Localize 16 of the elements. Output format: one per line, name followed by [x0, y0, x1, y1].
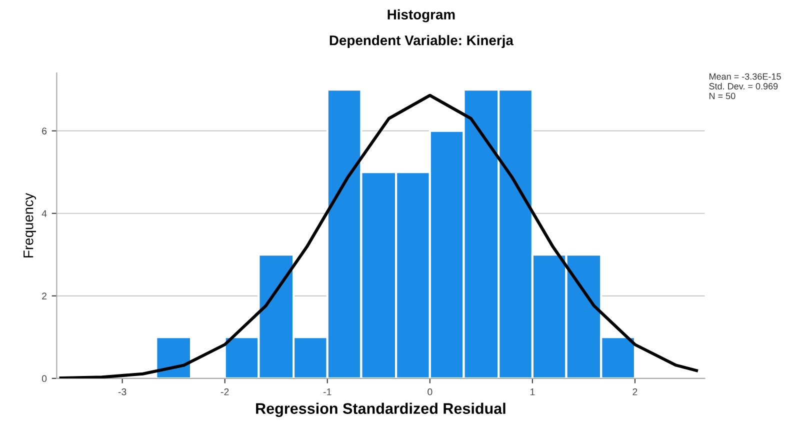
- x-tick-label: 0: [428, 388, 432, 396]
- y-tick-label: 2: [42, 292, 46, 300]
- x-tick-label: -2: [220, 388, 229, 396]
- x-tick-label: -1: [323, 388, 332, 396]
- x-tick-label: 2: [632, 388, 638, 396]
- x-axis-title: Regression Standardized Residual: [256, 402, 506, 418]
- x-tick-label: 1: [530, 388, 535, 396]
- text: Mean = -3.36E-15 Std. Dev. = 0.969 N = 50: [709, 73, 781, 100]
- y-axis-title: Frequency: [24, 192, 36, 258]
- y-tick-label: 4: [42, 210, 47, 217]
- y-tick-label: 6: [42, 128, 47, 134]
- y-tick-label: 0: [42, 375, 47, 382]
- line-series: [59, 94, 698, 378]
- chart-subtitle: Dependent Variable: Kinerja: [330, 35, 514, 48]
- chart-title: Histogram: [388, 9, 455, 22]
- x-tick-label: -3: [118, 388, 126, 396]
